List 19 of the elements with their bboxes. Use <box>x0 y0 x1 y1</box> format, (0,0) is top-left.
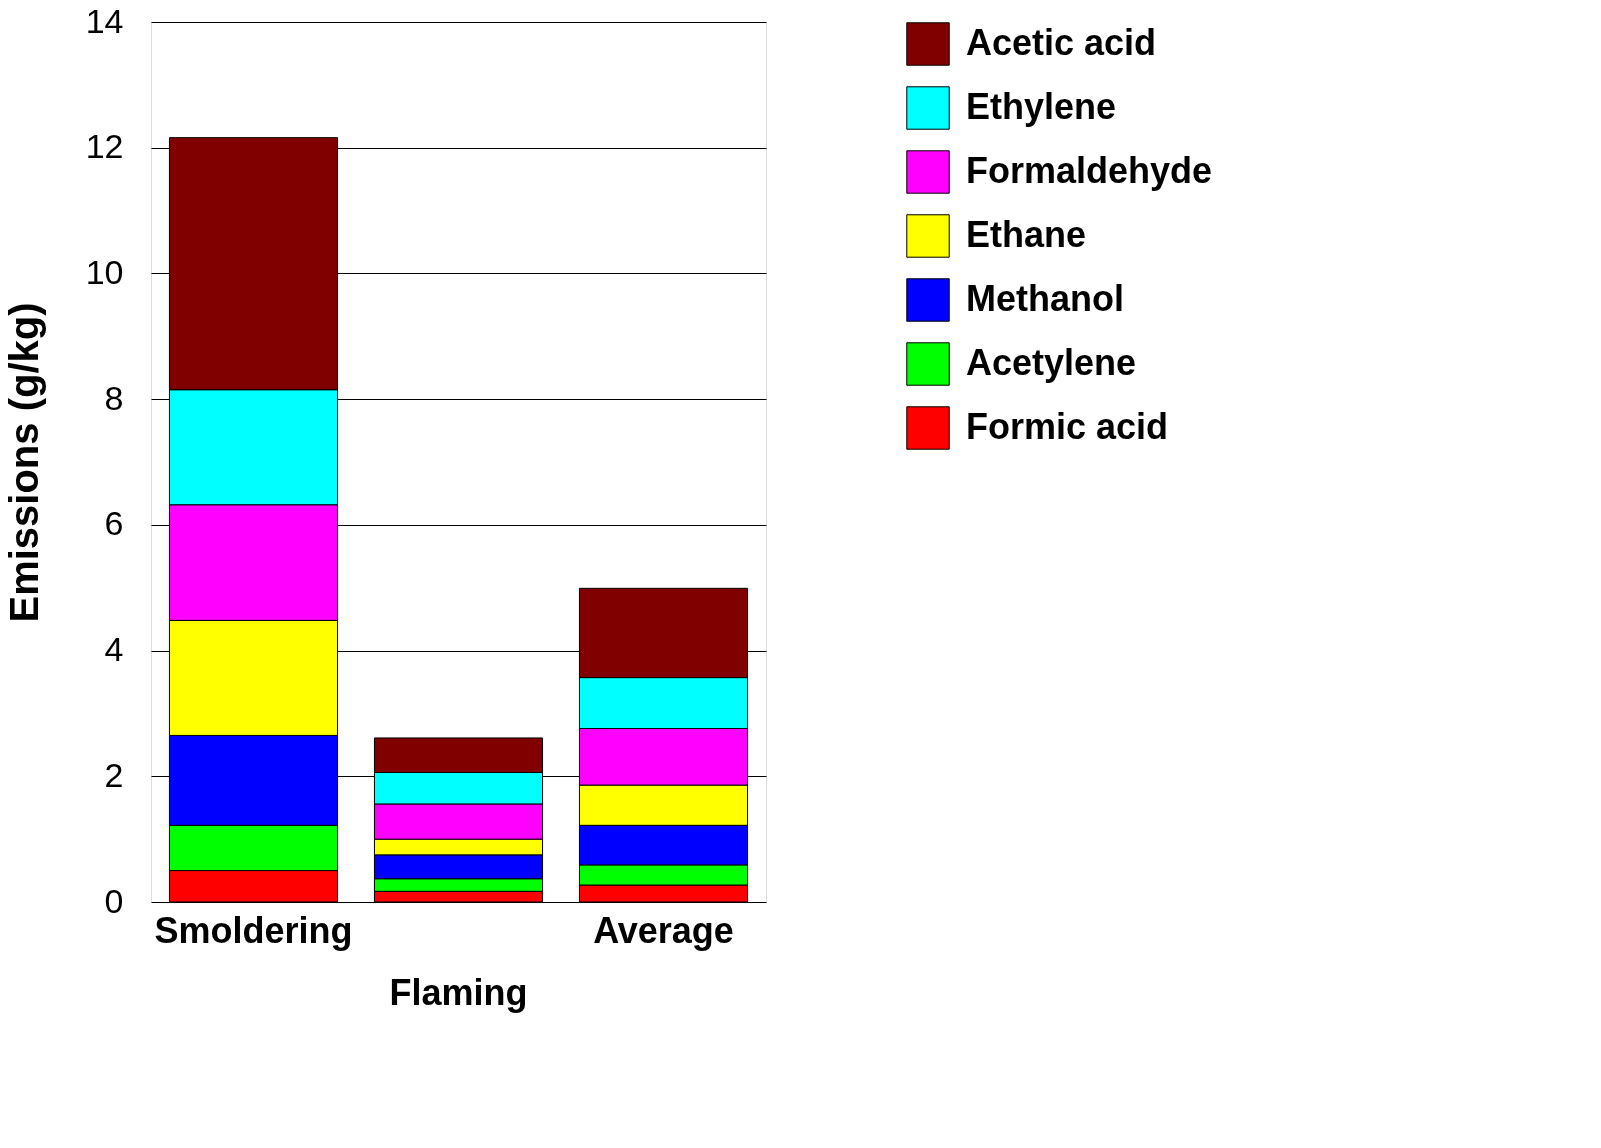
y-tick-label: 10 <box>85 252 124 291</box>
y-tick-label: 2 <box>104 755 124 794</box>
y-tick-label: 14 <box>85 1 124 40</box>
legend-label: Formaldehyde <box>966 150 1213 191</box>
legend-label: Acetylene <box>966 342 1137 383</box>
legend-label: Methanol <box>966 278 1124 319</box>
legend-label: Acetic acid <box>966 22 1157 63</box>
x-tick-label: Smoldering <box>154 909 353 951</box>
y-axis-title: Emissions (g/kg) <box>1 302 46 623</box>
legend-label: Ethane <box>966 214 1087 255</box>
x-tick-label: Flaming <box>389 971 528 1013</box>
y-tick-label: 8 <box>104 378 124 417</box>
y-tick-label: 12 <box>85 127 124 166</box>
x-tick-label: Average <box>593 909 734 951</box>
y-tick-label: 4 <box>104 630 124 669</box>
y-tick-label: 6 <box>104 504 124 543</box>
legend-label: Formic acid <box>966 406 1169 447</box>
legend-label: Ethylene <box>966 86 1117 127</box>
y-tick-label: 0 <box>104 881 124 920</box>
